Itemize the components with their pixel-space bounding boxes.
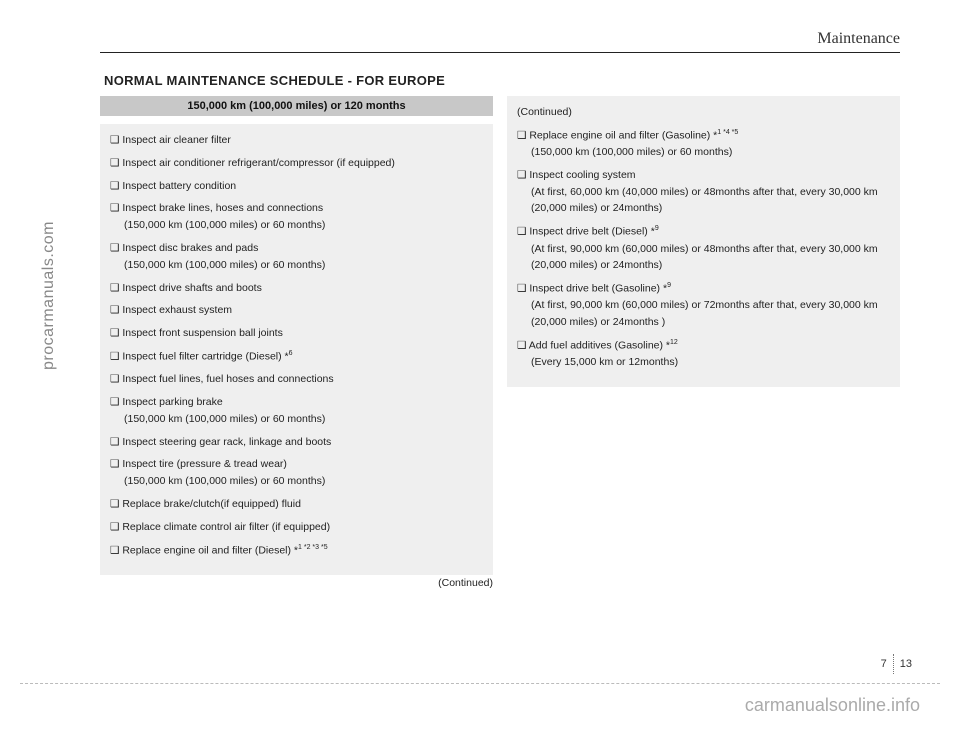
maintenance-item: ❑ Inspect drive belt (Diesel) *9 (At firs… (517, 223, 890, 274)
item-subtext: (At first, 60,000 km (40,000 miles) or 4… (531, 184, 890, 218)
item-text: ❑ Inspect disc brakes and pads (110, 242, 258, 254)
maintenance-item: ❑ Inspect steering gear rack, linkage an… (110, 434, 483, 451)
maintenance-item: ❑ Inspect drive belt (Gasoline) *9 (At fi… (517, 280, 890, 331)
item-text: ❑ Inspect drive shafts and boots (110, 282, 262, 294)
continued-top: (Continued) (517, 104, 890, 121)
item-subtext: (150,000 km (100,000 miles) or 60 months… (124, 411, 483, 428)
item-text: ❑ Inspect steering gear rack, linkage an… (110, 436, 331, 448)
item-text: ❑ Inspect cooling system (517, 169, 636, 181)
maintenance-item: ❑ Inspect battery condition (110, 178, 483, 195)
maintenance-item: ❑ Inspect air cleaner filter (110, 132, 483, 149)
bottom-watermark: carmanualsonline.info (745, 695, 920, 716)
maintenance-item: ❑ Replace engine oil and filter (Gasolin… (517, 127, 890, 161)
item-text: ❑ Inspect parking brake (110, 396, 223, 408)
continued-bottom: (Continued) (100, 577, 493, 589)
item-text: ❑ Inspect air conditioner refrigerant/co… (110, 157, 395, 169)
item-text: ❑ Inspect battery condition (110, 180, 236, 192)
maintenance-item: ❑ Replace climate control air filter (if… (110, 519, 483, 536)
item-text: ❑ Inspect fuel lines, fuel hoses and con… (110, 373, 334, 385)
item-superscript: 1 *2 *3 *5 (298, 544, 328, 551)
dotted-crop-line (20, 683, 940, 684)
maintenance-item: ❑ Inspect disc brakes and pads (150,000 k… (110, 240, 483, 274)
item-subtext: (At first, 90,000 km (60,000 miles) or 7… (531, 297, 890, 331)
panel-heading: 150,000 km (100,000 miles) or 120 months (100, 96, 493, 116)
page-num-chapter: 7 (881, 658, 887, 670)
item-text: ❑ Inspect drive belt (Diesel) * (517, 226, 655, 238)
main-heading: NORMAL MAINTENANCE SCHEDULE - FOR EUROPE (104, 73, 900, 88)
maintenance-item: ❑ Inspect parking brake (150,000 km (100,… (110, 394, 483, 428)
item-superscript: 9 (655, 225, 659, 232)
maintenance-item: ❑ Inspect fuel lines, fuel hoses and con… (110, 371, 483, 388)
right-column: (Continued) ❑ Replace engine oil and filt… (507, 96, 900, 589)
chapter-rule (100, 52, 900, 53)
item-superscript: 12 (670, 339, 678, 346)
item-subtext: (At first, 90,000 km (60,000 miles) or 4… (531, 241, 890, 275)
item-subtext: (150,000 km (100,000 miles) or 60 months… (124, 257, 483, 274)
maintenance-item: ❑ Inspect air conditioner refrigerant/co… (110, 155, 483, 172)
item-text: ❑ Add fuel additives (Gasoline) * (517, 340, 670, 352)
right-panel-body: (Continued) ❑ Replace engine oil and filt… (507, 96, 900, 387)
page-num-separator (893, 654, 894, 674)
page-content: Maintenance NORMAL MAINTENANCE SCHEDULE … (100, 30, 900, 589)
maintenance-item: ❑ Inspect fuel filter cartridge (Diesel)… (110, 348, 483, 365)
maintenance-item: ❑ Inspect cooling system (At first, 60,00… (517, 167, 890, 217)
maintenance-item: ❑ Inspect front suspension ball joints (110, 325, 483, 342)
item-subtext: (150,000 km (100,000 miles) or 60 months… (124, 217, 483, 234)
page-number: 7 13 (881, 654, 912, 674)
columns: 150,000 km (100,000 miles) or 120 months… (100, 96, 900, 589)
maintenance-item: ❑ Inspect brake lines, hoses and connect… (110, 200, 483, 234)
item-text: ❑ Inspect fuel filter cartridge (Diesel)… (110, 350, 289, 362)
maintenance-item: ❑ Replace brake/clutch(if equipped) flui… (110, 496, 483, 513)
item-subtext: (150,000 km (100,000 miles) or 60 months… (531, 144, 890, 161)
item-text: ❑ Inspect exhaust system (110, 304, 232, 316)
left-panel-body: ❑ Inspect air cleaner filter ❑ Inspect ai… (100, 124, 493, 575)
item-superscript: 6 (289, 350, 293, 357)
item-text: ❑ Replace engine oil and filter (Diesel)… (110, 544, 298, 556)
item-text: ❑ Replace climate control air filter (if… (110, 521, 330, 533)
left-column: 150,000 km (100,000 miles) or 120 months… (100, 96, 493, 589)
item-subtext: (Every 15,000 km or 12months) (531, 354, 890, 371)
maintenance-item: ❑ Inspect tire (pressure & tread wear) (1… (110, 456, 483, 490)
maintenance-item: ❑ Replace engine oil and filter (Diesel)… (110, 542, 483, 559)
item-superscript: 9 (667, 282, 671, 289)
item-text: ❑ Inspect air cleaner filter (110, 134, 231, 146)
item-text: ❑ Replace engine oil and filter (Gasolin… (517, 129, 717, 141)
item-subtext: (150,000 km (100,000 miles) or 60 months… (124, 473, 483, 490)
page-num-page: 13 (900, 658, 912, 670)
item-text: ❑ Replace brake/clutch(if equipped) flui… (110, 498, 301, 510)
maintenance-item: ❑ Inspect exhaust system (110, 302, 483, 319)
vertical-watermark: procarmanuals.com (40, 221, 58, 370)
maintenance-item: ❑ Add fuel additives (Gasoline) *12 (Ever… (517, 337, 890, 371)
item-text: ❑ Inspect drive belt (Gasoline) * (517, 283, 667, 295)
item-text: ❑ Inspect tire (pressure & tread wear) (110, 458, 287, 470)
item-superscript: 1 *4 *5 (717, 129, 738, 136)
maintenance-item: ❑ Inspect drive shafts and boots (110, 280, 483, 297)
item-text: ❑ Inspect front suspension ball joints (110, 327, 283, 339)
item-text: ❑ Inspect brake lines, hoses and connect… (110, 202, 323, 214)
chapter-title: Maintenance (100, 30, 900, 48)
